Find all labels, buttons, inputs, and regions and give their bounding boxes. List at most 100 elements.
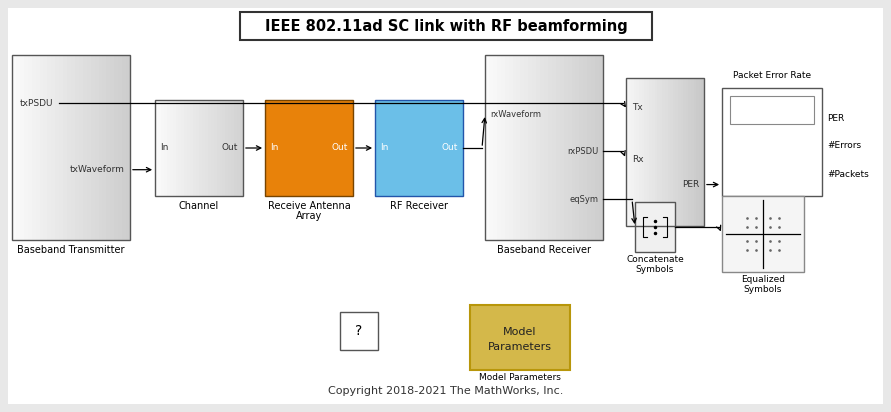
Bar — [587, 55, 592, 240]
Bar — [681, 78, 683, 226]
Bar — [524, 55, 528, 240]
Bar — [647, 78, 650, 226]
Bar — [655, 78, 658, 226]
Bar — [536, 55, 541, 240]
Bar — [520, 55, 525, 240]
Bar — [683, 78, 686, 226]
Text: rxWaveform: rxWaveform — [490, 110, 541, 119]
Bar — [232, 100, 234, 196]
Bar — [110, 55, 115, 240]
Bar — [689, 78, 691, 226]
Text: Out: Out — [442, 143, 458, 152]
Bar — [196, 100, 200, 196]
Text: Array: Array — [296, 211, 323, 221]
Bar — [670, 78, 674, 226]
Text: IEEE 802.11ad SC link with RF beamforming: IEEE 802.11ad SC link with RF beamformin… — [265, 19, 627, 33]
Bar — [528, 55, 533, 240]
Bar — [39, 55, 44, 240]
Text: Model: Model — [503, 327, 536, 337]
Text: Concatenate: Concatenate — [626, 255, 684, 265]
Bar — [532, 55, 536, 240]
Text: In: In — [380, 143, 388, 152]
Bar — [173, 100, 176, 196]
Text: Rx: Rx — [632, 155, 643, 164]
Text: Out: Out — [222, 143, 238, 152]
Bar — [560, 55, 564, 240]
Bar — [208, 100, 211, 196]
Bar — [265, 100, 353, 196]
Bar — [696, 78, 699, 226]
Bar — [722, 88, 822, 196]
Bar — [234, 100, 238, 196]
Bar — [730, 96, 814, 124]
Bar — [47, 55, 52, 240]
Bar — [79, 55, 83, 240]
Bar — [99, 55, 103, 240]
Text: Tx: Tx — [632, 103, 642, 112]
Bar — [176, 100, 179, 196]
Bar — [59, 55, 63, 240]
Bar — [75, 55, 79, 240]
Bar — [12, 55, 130, 240]
Bar — [485, 55, 603, 240]
Bar — [225, 100, 229, 196]
Bar — [509, 55, 513, 240]
Text: Copyright 2018-2021 The MathWorks, Inc.: Copyright 2018-2021 The MathWorks, Inc. — [328, 386, 563, 396]
Text: eqSym: eqSym — [569, 195, 598, 204]
Bar — [626, 78, 629, 226]
Bar — [501, 55, 505, 240]
Bar — [106, 55, 110, 240]
Bar — [631, 78, 634, 226]
Bar — [556, 55, 560, 240]
Text: Symbols: Symbols — [744, 286, 782, 295]
Bar — [190, 100, 193, 196]
Bar — [119, 55, 123, 240]
Bar — [161, 100, 164, 196]
Bar — [564, 55, 568, 240]
Bar — [55, 55, 60, 240]
Bar — [12, 55, 16, 240]
Bar — [16, 55, 20, 240]
Bar — [662, 78, 666, 226]
Bar — [86, 55, 91, 240]
Bar — [44, 55, 48, 240]
Bar — [167, 100, 170, 196]
Bar — [199, 100, 202, 196]
Bar — [211, 100, 214, 196]
Bar — [94, 55, 99, 240]
Bar — [240, 12, 652, 40]
Bar — [699, 78, 702, 226]
Bar — [32, 55, 37, 240]
Bar — [217, 100, 220, 196]
Bar — [158, 100, 161, 196]
Bar — [237, 100, 241, 196]
Bar — [169, 100, 173, 196]
Bar — [36, 55, 40, 240]
Bar — [122, 55, 127, 240]
Text: #Packets: #Packets — [827, 169, 869, 178]
Text: Parameters: Parameters — [488, 342, 552, 352]
Bar — [470, 305, 570, 370]
Bar — [184, 100, 188, 196]
Bar — [548, 55, 552, 240]
Bar — [223, 100, 226, 196]
Bar — [240, 100, 243, 196]
Bar — [652, 78, 655, 226]
Bar — [517, 55, 521, 240]
Bar — [595, 55, 600, 240]
Bar — [126, 55, 130, 240]
Text: txPSDU: txPSDU — [20, 98, 53, 108]
Text: Packet Error Rate: Packet Error Rate — [733, 71, 811, 80]
Bar — [644, 78, 647, 226]
Text: Channel: Channel — [179, 201, 219, 211]
Bar — [635, 202, 675, 252]
Text: rxPSDU: rxPSDU — [567, 147, 598, 156]
Bar — [512, 55, 517, 240]
Bar — [375, 100, 463, 196]
Text: PER: PER — [827, 113, 845, 122]
Bar — [228, 100, 232, 196]
Text: Symbols: Symbols — [636, 265, 674, 274]
Bar — [665, 78, 668, 226]
Text: In: In — [270, 143, 278, 152]
Bar — [634, 78, 637, 226]
